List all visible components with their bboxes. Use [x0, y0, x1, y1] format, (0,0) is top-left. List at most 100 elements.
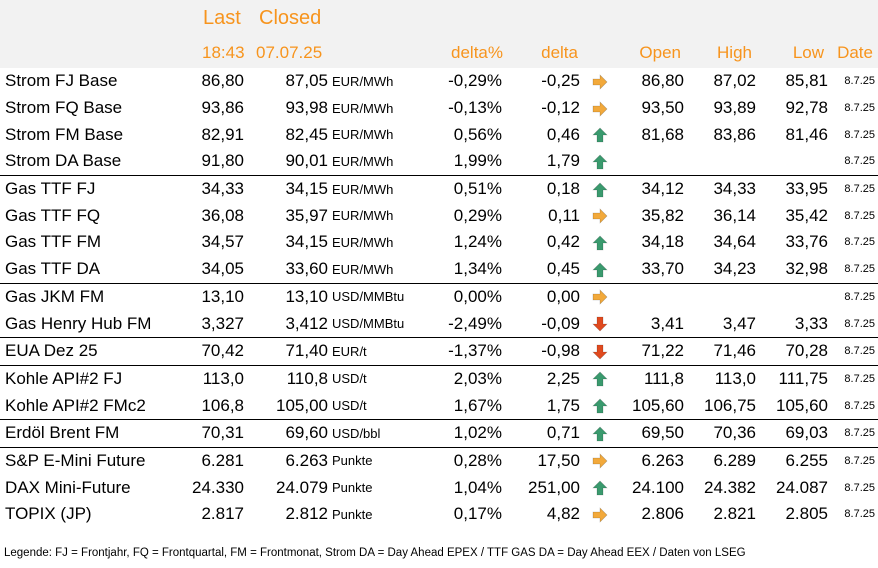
closed-value: 24.079: [276, 477, 328, 497]
delta-pct-value: 2,03%: [428, 364, 502, 393]
instrument-name: Gas TTF DA: [5, 259, 101, 279]
closed-value: 2.812: [285, 504, 328, 524]
date-value: 8.7.25: [844, 102, 875, 115]
table-row: Kohle API#2 FJ 113,0 110,8 USD/t 2,03% 2,25 11…: [0, 364, 878, 393]
trend-cell: [580, 148, 620, 175]
closed-value: 33,60: [285, 259, 328, 279]
delta-value: -0,09: [541, 313, 580, 333]
arrow-down-icon: [592, 341, 608, 360]
instrument-name: EUA Dez 25: [0, 336, 172, 366]
delta-pct-value: -0,13%: [448, 98, 502, 118]
open-value: 111,8: [620, 364, 684, 393]
instrument-name: Gas TTF FQ: [5, 205, 101, 225]
last-value: 13,10: [172, 282, 244, 311]
closed-value: 87,05: [285, 71, 328, 91]
date-value: 8.7.25: [844, 236, 875, 249]
low-value: 85,81: [785, 71, 828, 91]
unit-label: EUR/MWh: [332, 127, 394, 143]
date-value: 8.7.25: [844, 508, 875, 521]
high-value: 3,47: [722, 313, 756, 333]
delta-pct-value: 0,00%: [428, 282, 502, 311]
last-value: 91,80: [201, 151, 244, 171]
low-value: [756, 148, 828, 175]
unit-label: EUR/MWh: [332, 208, 394, 224]
open-value: 86,80: [641, 71, 684, 91]
arrow-up-icon: [592, 423, 608, 442]
delta-value: 17,50: [502, 446, 580, 475]
instrument-name: Kohle API#2 FMc2: [5, 395, 146, 415]
last-value: 93,86: [201, 98, 244, 118]
instrument-name: DAX Mini-Future: [5, 477, 131, 497]
high-value: 87,02: [713, 71, 756, 91]
low-value: 81,46: [785, 124, 828, 144]
closed-value: 105,00: [276, 395, 328, 415]
low-value: 32,98: [785, 259, 828, 279]
trend-cell: [580, 202, 620, 229]
table-row: TOPIX (JP) 2.817 2.812 Punkte 0,17% 4,82 2.806…: [0, 501, 878, 528]
delta-value: 0,71: [502, 418, 580, 448]
table-row: DAX Mini-Future 24.330 24.079 Punkte 1,04% 25…: [0, 474, 878, 501]
open-value: 34,18: [641, 232, 684, 252]
date-value: 8.7.25: [828, 282, 878, 311]
arrow-up-icon: [592, 125, 608, 144]
unit-label: USD/MMBtu: [332, 316, 405, 332]
low-value: 105,60: [776, 395, 828, 415]
delta-value: 0,45: [546, 259, 580, 279]
delta-pct-value: -2,49%: [448, 313, 502, 333]
open-value: 3,41: [650, 313, 684, 333]
instrument-name: Gas Henry Hub FM: [5, 313, 152, 333]
closed-date: 07.07.25: [256, 43, 323, 62]
high-value: 6.289: [684, 446, 756, 475]
last-value: 70,42: [172, 336, 244, 366]
date-value: 8.7.25: [844, 155, 875, 168]
instrument-name: S&P E-Mini Future: [0, 446, 172, 475]
instrument-name: Strom FQ Base: [5, 98, 123, 118]
instrument-name: Gas TTF FJ: [0, 174, 172, 203]
unit-label: EUR/MWh: [332, 100, 394, 116]
date-value: 8.7.25: [844, 75, 875, 88]
trend-cell: [580, 446, 620, 475]
table-row: S&P E-Mini Future 6.281 6.263 Punkte 0,28% 17…: [0, 446, 878, 475]
open-value: [620, 282, 684, 311]
delta-value: 0,11: [548, 205, 580, 225]
trend-cell: [580, 364, 620, 393]
low-value: 35,42: [785, 205, 828, 225]
instrument-name: Strom FJ Base: [5, 71, 118, 91]
last-value: 2.817: [201, 504, 244, 524]
arrow-up-icon: [592, 396, 608, 415]
low-value: 33,76: [785, 232, 828, 252]
high-value: 71,46: [684, 336, 756, 366]
high-value: 2.821: [713, 504, 756, 524]
low-value: [756, 282, 828, 311]
date-value: 8.7.25: [828, 418, 878, 448]
table-row: Strom DA Base 91,80 90,01 EUR/MWh 1,99% 1,79 8…: [0, 148, 878, 175]
date-value: 8.7.25: [828, 174, 878, 203]
date-value: 8.7.25: [844, 317, 875, 330]
delta-pct-value: -1,37%: [428, 336, 502, 366]
table-row: Gas TTF FQ 36,08 35,97 EUR/MWh 0,29% 0,11 35,8…: [0, 202, 878, 229]
trend-cell: [580, 310, 620, 337]
delta-value: 4,82: [546, 504, 580, 524]
arrow-up-icon: [592, 369, 608, 388]
delta-pct-value: 1,34%: [453, 259, 502, 279]
closed-value: 3,412: [285, 313, 328, 333]
high-value: 34,33: [684, 174, 756, 203]
low-value: 3,33: [794, 313, 828, 333]
last-time: 18:43: [202, 43, 245, 62]
closed-value: 93,98: [285, 98, 328, 118]
high-value: 34,23: [713, 259, 756, 279]
instrument-name: Strom DA Base: [5, 151, 122, 171]
delta-value: -0,98: [502, 336, 580, 366]
open-value: 93,50: [641, 98, 684, 118]
last-value: 34,57: [201, 232, 244, 252]
instrument-name: Gas JKM FM: [0, 282, 172, 311]
delta-pct-value: 0,56%: [453, 124, 502, 144]
arrow-right-icon: [592, 98, 608, 117]
high-value: 24.382: [704, 477, 756, 497]
high-header: High: [717, 43, 752, 62]
table-row: Gas Henry Hub FM 3,327 3,412 USD/MMBtu -2,49…: [0, 310, 878, 337]
unit-label: EUR/t: [328, 336, 428, 366]
trend-cell: [580, 501, 620, 528]
unit-label: EUR/MWh: [332, 153, 394, 169]
delta-value: 0,00: [502, 282, 580, 311]
